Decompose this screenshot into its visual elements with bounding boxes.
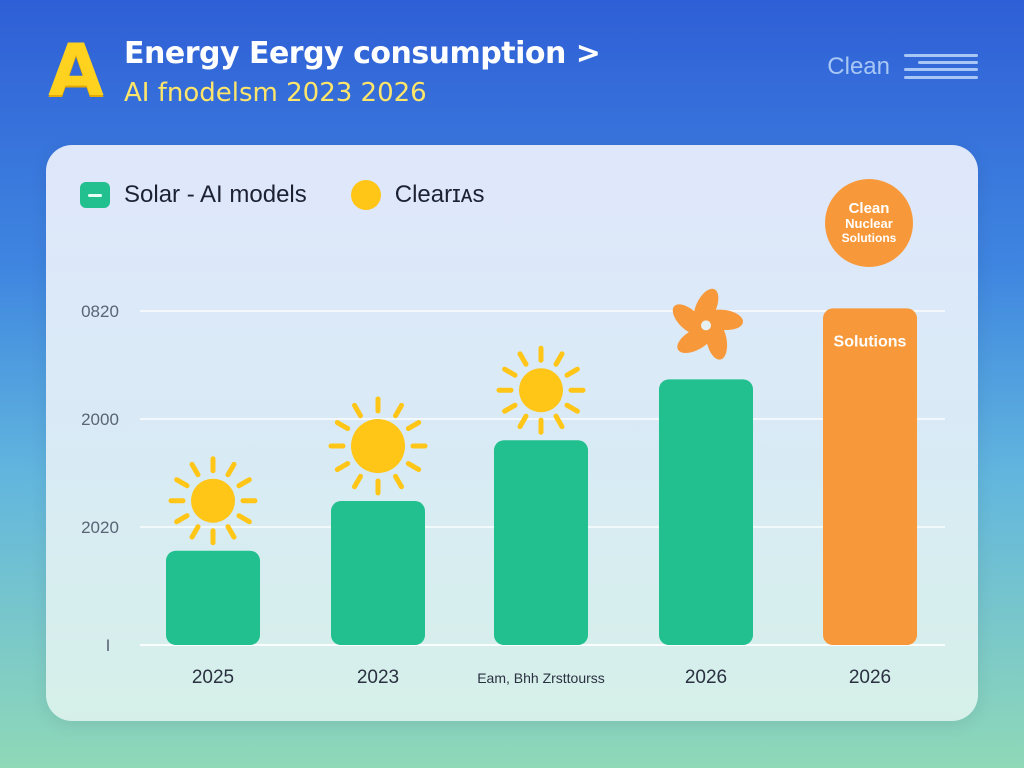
clean-nuclear-badge: Clean Nuclear Solutions [825, 179, 913, 267]
sun-ray [352, 402, 363, 419]
sun-icon [519, 368, 563, 413]
sun-ray [564, 402, 580, 414]
green-square-icon [80, 182, 110, 208]
clean-label[interactable]: Clean [827, 53, 890, 80]
x-tick-label: 2023 [357, 667, 399, 688]
badge-line-3: Solutions [841, 231, 897, 246]
page-title: Energy Eergy consumption > [124, 36, 601, 71]
bar-data-label: Solutions [834, 333, 907, 350]
sun-ray [553, 351, 565, 367]
sun-ray [189, 524, 201, 540]
badge-line-1: Clean [848, 200, 890, 217]
sun-ray [502, 366, 518, 378]
legend-label: Solar - AI models [124, 181, 307, 208]
sun-ray [517, 351, 529, 367]
sun-ray [564, 366, 580, 378]
sun-ray [405, 461, 422, 473]
x-tick-label: 2026 [685, 667, 727, 688]
sun-ray [352, 473, 363, 490]
badge-line-2: Nuclear [845, 216, 893, 232]
sun-icon [191, 478, 235, 523]
bar [494, 440, 588, 645]
logo-letter: A [48, 28, 104, 112]
fan-blade [677, 326, 714, 353]
bar [659, 379, 753, 645]
sun-ray [236, 513, 252, 525]
yellow-circle-icon [350, 180, 381, 210]
bar [331, 501, 425, 645]
app-logo: A [44, 34, 108, 106]
sun-ray [553, 413, 565, 430]
sun-ray [174, 513, 190, 525]
bar [823, 308, 917, 645]
legend-item-solar[interactable]: Solar - AI models [80, 181, 307, 209]
x-tick-label: Eam, Bhh Zrsttourss [477, 670, 605, 686]
menu-lines-icon[interactable] [904, 52, 978, 82]
sun-ray [236, 477, 252, 489]
fan-blade [672, 304, 706, 336]
sun-ray [174, 477, 190, 489]
fan-hub [701, 320, 711, 331]
legend-item-clear[interactable]: Clearɪᴀs [350, 180, 485, 210]
top-right-controls: Clean [827, 52, 978, 82]
y-tick-label: 2020 [81, 518, 119, 537]
sun-ray [502, 402, 518, 414]
y-tick-label: 0820 [81, 302, 119, 321]
sun-ray [334, 461, 351, 473]
x-tick-label: 2026 [849, 667, 891, 688]
legend-label: Clearɪᴀs [394, 181, 485, 208]
sun-ray [225, 524, 237, 540]
y-tick-label: 2000 [81, 410, 119, 429]
x-tick-label: 2025 [192, 667, 234, 688]
y-tick-label: I [106, 636, 111, 655]
chart-legend: Solar - AI models Clearɪᴀs [80, 180, 485, 210]
sun-ray [517, 413, 529, 430]
sun-ray [405, 420, 422, 432]
sun-ray [225, 461, 237, 478]
page-subtitle: AI fnodelsm 2023 2026 [124, 78, 427, 108]
sun-ray [393, 473, 404, 490]
sun-ray [393, 402, 404, 419]
bar [166, 550, 260, 645]
sun-ray [334, 420, 351, 432]
sun-ray [189, 461, 201, 478]
sun-icon [351, 419, 405, 474]
